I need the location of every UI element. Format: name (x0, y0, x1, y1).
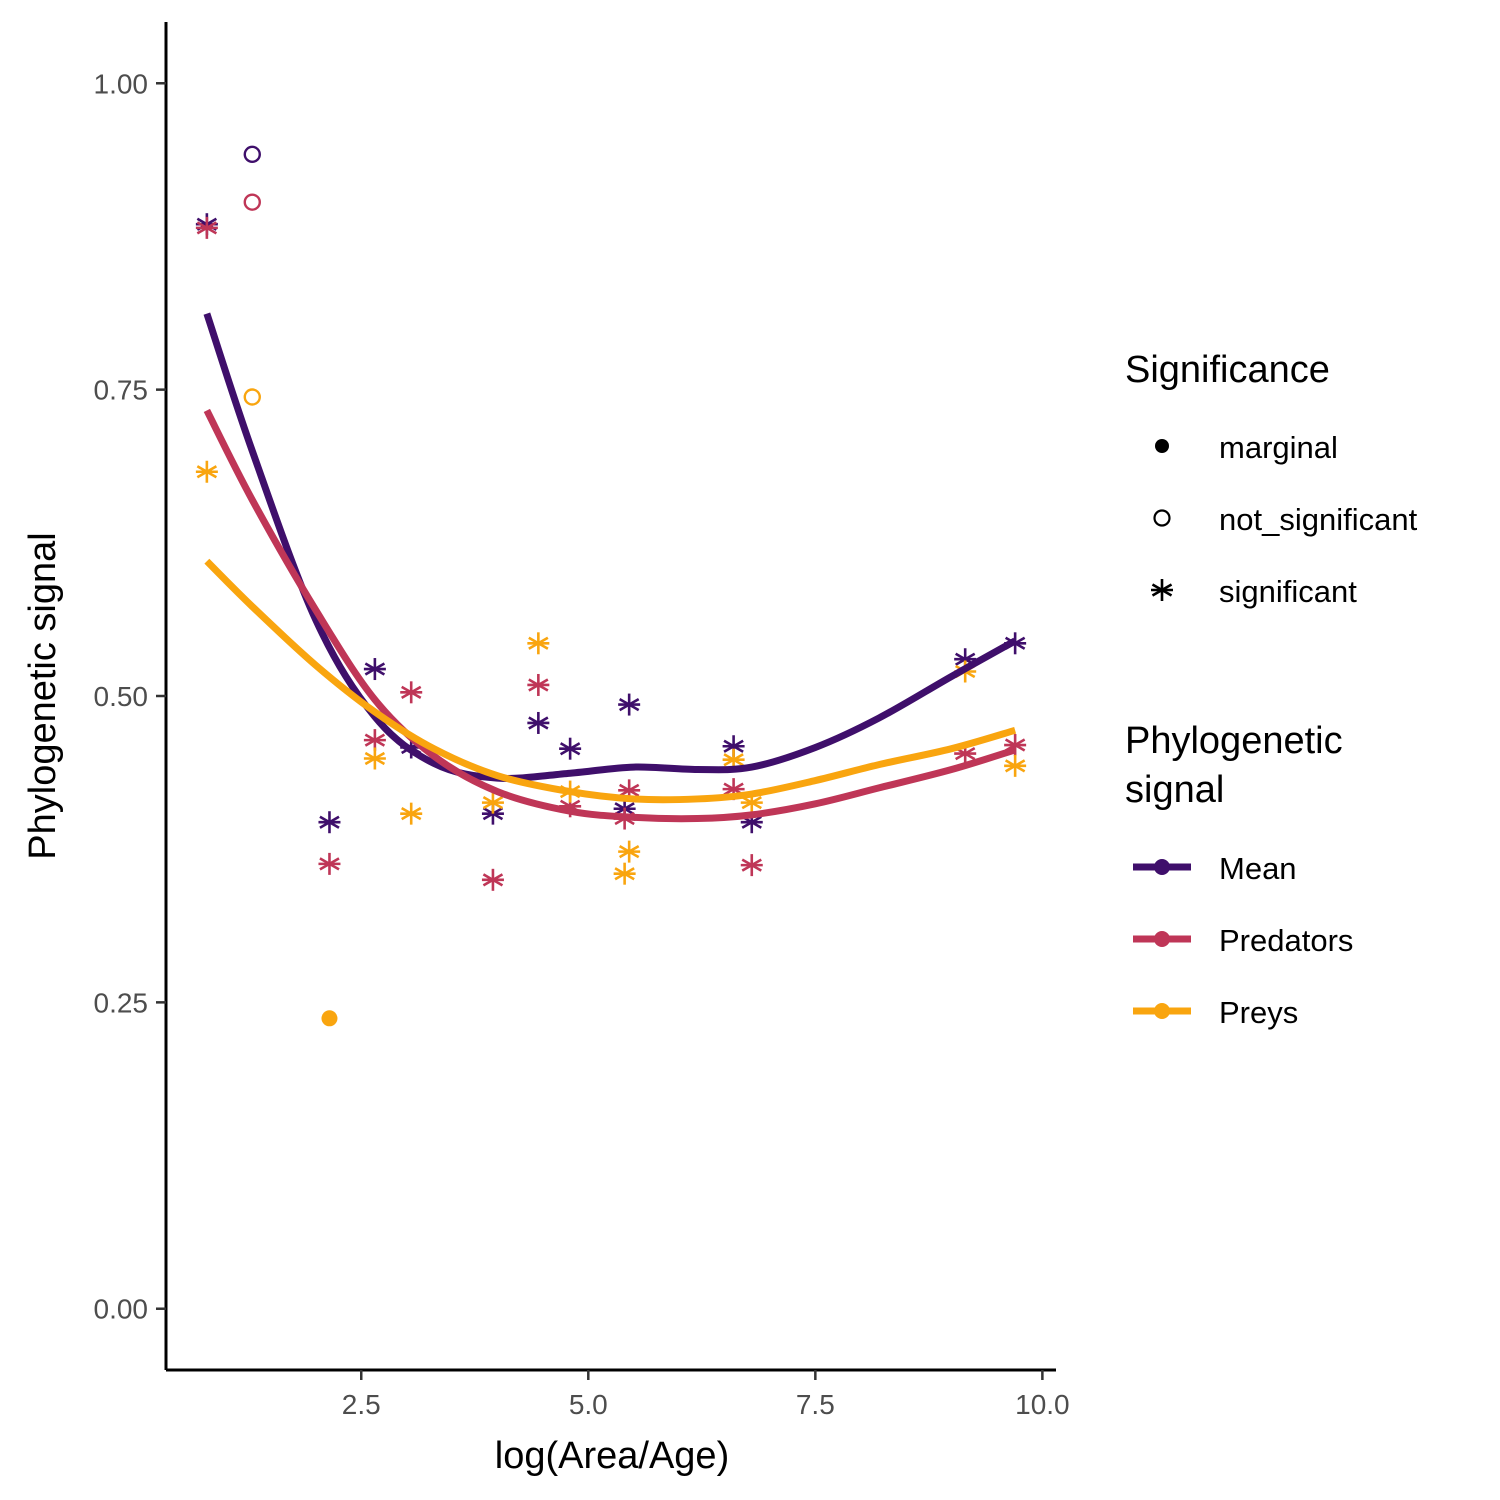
preys-point-not-significant (243, 388, 261, 406)
x-tick-label: 7.5 (796, 1389, 835, 1420)
preys-smooth-line (204, 558, 1017, 804)
x-axis-title: log(Area/Age) (495, 1435, 729, 1477)
predators-key-dot (1154, 931, 1170, 947)
mean-point-significant (318, 811, 341, 834)
predators-point-significant (400, 681, 423, 704)
mean-point-significant (559, 737, 582, 760)
preys-point-significant (195, 460, 218, 483)
y-tick-label: 0.75 (94, 375, 149, 406)
preys-point-significant (613, 862, 636, 885)
preys-key-dot (1154, 1003, 1170, 1019)
legend-label-not-significant: not_significant (1219, 502, 1418, 537)
x-tick-label: 2.5 (342, 1389, 381, 1420)
legend-significance: Significance marginal not_significant si… (1125, 349, 1418, 609)
legend-significance-title: Significance (1125, 349, 1330, 391)
legend-label-marginal: marginal (1219, 430, 1338, 465)
legend-label-significant: significant (1219, 574, 1357, 609)
predators-point-significant (740, 854, 763, 877)
not-significant-key-icon (1153, 509, 1171, 527)
smooth-lines (203, 312, 1017, 823)
predators-point-significant (318, 852, 341, 875)
x-tick-label: 10.0 (1015, 1389, 1070, 1420)
preys-point-marginal (321, 1010, 338, 1027)
preys-point-significant (1004, 754, 1027, 777)
data-points (195, 145, 1027, 1027)
y-tick-label: 1.00 (94, 68, 149, 99)
significant-key-icon (1151, 579, 1173, 601)
legend-series: Phylogenetic signal Mean Predators Preys (1125, 720, 1353, 1030)
preys-point-significant (527, 632, 550, 655)
predators-point-significant (195, 216, 218, 239)
y-tick-label: 0.00 (94, 1294, 149, 1325)
mean-point-significant (527, 711, 550, 734)
mean-point-significant (363, 658, 386, 681)
preys-point-significant (481, 791, 504, 814)
legend-label-mean: Mean (1219, 851, 1297, 886)
y-axis-title: Phylogenetic signal (22, 532, 64, 859)
y-tick-label: 0.25 (94, 987, 149, 1018)
x-tick-label: 5.0 (569, 1389, 608, 1420)
y-tick-label: 0.50 (94, 681, 149, 712)
mean-point-significant (618, 693, 641, 716)
preys-point-significant (400, 802, 423, 825)
legend-series-title-line1: Phylogenetic (1125, 720, 1343, 762)
predators-point-significant (363, 729, 386, 752)
legend-label-preys: Preys (1219, 995, 1298, 1030)
mean-key-dot (1154, 859, 1170, 875)
predators-point-not-significant (243, 193, 261, 211)
asterisk-glyph (1151, 579, 1173, 601)
legend-label-predators: Predators (1219, 923, 1353, 958)
predators-smooth-line (203, 408, 1017, 823)
mean-point-not-significant (243, 145, 261, 164)
predators-point-significant (481, 868, 504, 891)
mean-smooth-line (203, 312, 1017, 782)
preys-point-significant (740, 791, 763, 814)
marginal-key-icon (1155, 439, 1169, 453)
axis-ticks: 0.00 0.25 0.50 0.75 1.00 2.5 5.0 7.5 10.0 (94, 68, 1070, 1420)
predators-point-significant (527, 673, 550, 696)
preys-point-significant (363, 747, 386, 770)
preys-point-significant (618, 840, 641, 863)
legend-series-title-line2: signal (1125, 769, 1224, 811)
